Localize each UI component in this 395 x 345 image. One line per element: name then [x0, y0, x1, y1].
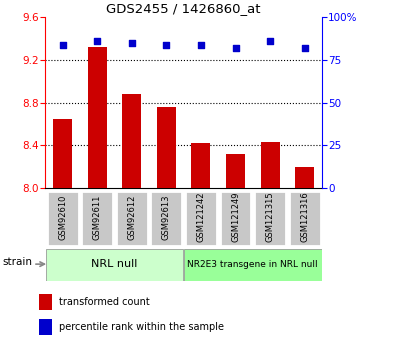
- Point: [163, 42, 169, 47]
- Text: GSM92613: GSM92613: [162, 194, 171, 240]
- Bar: [39, 319, 53, 335]
- Point: [198, 42, 204, 47]
- Point: [129, 40, 135, 46]
- FancyBboxPatch shape: [254, 191, 286, 246]
- Text: transformed count: transformed count: [59, 297, 150, 307]
- Bar: [295, 167, 314, 188]
- FancyBboxPatch shape: [46, 249, 183, 280]
- Title: GDS2455 / 1426860_at: GDS2455 / 1426860_at: [106, 2, 261, 15]
- Text: percentile rank within the sample: percentile rank within the sample: [59, 322, 224, 332]
- FancyBboxPatch shape: [150, 191, 182, 246]
- FancyBboxPatch shape: [220, 191, 251, 246]
- Point: [60, 42, 66, 47]
- Point: [232, 45, 239, 51]
- Bar: [192, 143, 211, 188]
- Text: GSM121315: GSM121315: [265, 192, 275, 243]
- Text: strain: strain: [3, 257, 33, 266]
- FancyBboxPatch shape: [185, 191, 217, 246]
- Text: GSM92612: GSM92612: [127, 194, 136, 240]
- Text: GSM92611: GSM92611: [93, 194, 102, 240]
- Text: GSM121242: GSM121242: [196, 192, 205, 242]
- Point: [94, 38, 100, 44]
- FancyBboxPatch shape: [289, 191, 320, 246]
- FancyBboxPatch shape: [47, 191, 79, 246]
- Text: NR2E3 transgene in NRL null: NR2E3 transgene in NRL null: [188, 260, 318, 269]
- Bar: [122, 94, 141, 188]
- FancyBboxPatch shape: [81, 191, 113, 246]
- FancyBboxPatch shape: [116, 191, 148, 246]
- Text: GSM92610: GSM92610: [58, 194, 67, 240]
- Bar: [261, 142, 280, 188]
- Point: [267, 38, 273, 44]
- Bar: [88, 47, 107, 188]
- Text: NRL null: NRL null: [91, 259, 138, 269]
- Text: GSM121316: GSM121316: [300, 192, 309, 243]
- Bar: [53, 119, 72, 188]
- Text: GSM121249: GSM121249: [231, 192, 240, 242]
- Bar: [39, 294, 53, 310]
- Bar: [157, 107, 176, 188]
- Bar: [226, 154, 245, 188]
- FancyBboxPatch shape: [184, 249, 322, 280]
- Point: [301, 45, 308, 51]
